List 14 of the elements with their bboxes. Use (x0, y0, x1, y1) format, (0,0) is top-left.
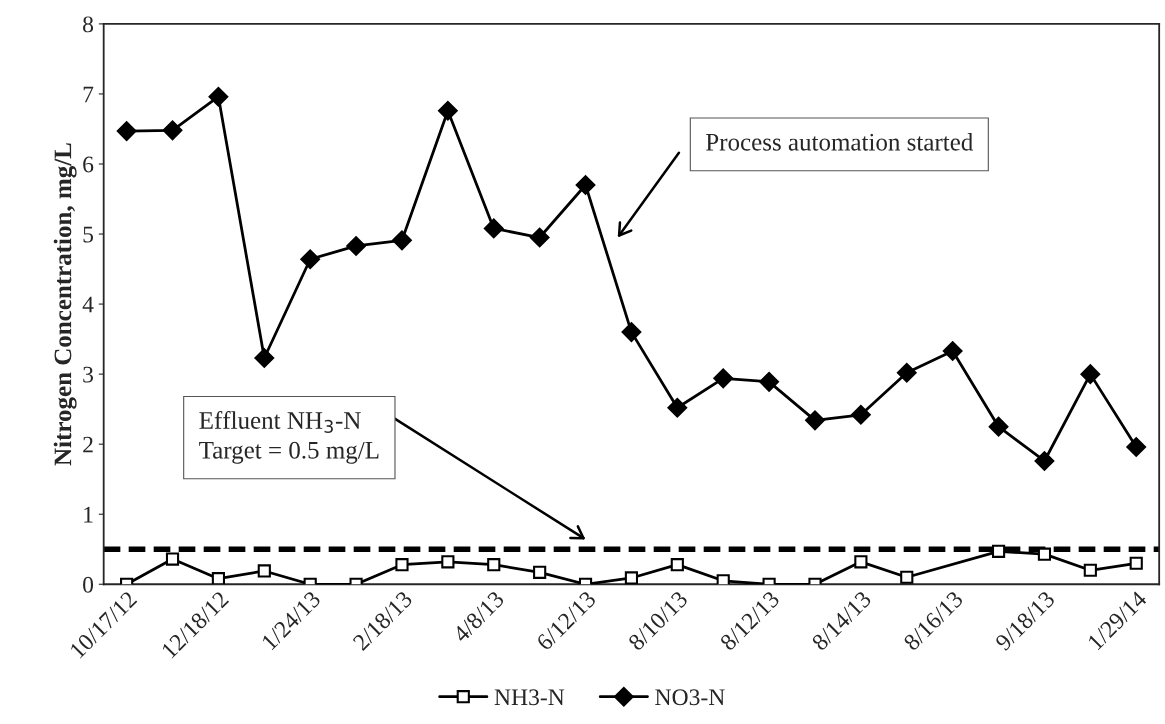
annotation: Effluent NH$_{3}$-N Target = 0.5 mg/L (199, 411, 379, 464)
legend-label: NO3-N (655, 689, 725, 706)
y-tick-label: 5 (83, 226, 94, 243)
y-tick-label: 1 (84, 506, 93, 523)
y-tick-label: 2 (83, 436, 93, 453)
y-tick-label: 4 (82, 296, 94, 313)
y-axis-title: Nitrogen Concentration, mg/L (53, 143, 77, 466)
y-tick-label: 7 (83, 86, 94, 103)
y-tick-label: 6 (83, 156, 94, 173)
y-tick-label: 0 (83, 576, 94, 593)
y-tick-label: 8 (83, 16, 94, 33)
y-tick-label: 3 (83, 366, 94, 383)
legend-label: NH3-N (494, 689, 565, 706)
annotation: Process automation started (706, 133, 973, 151)
